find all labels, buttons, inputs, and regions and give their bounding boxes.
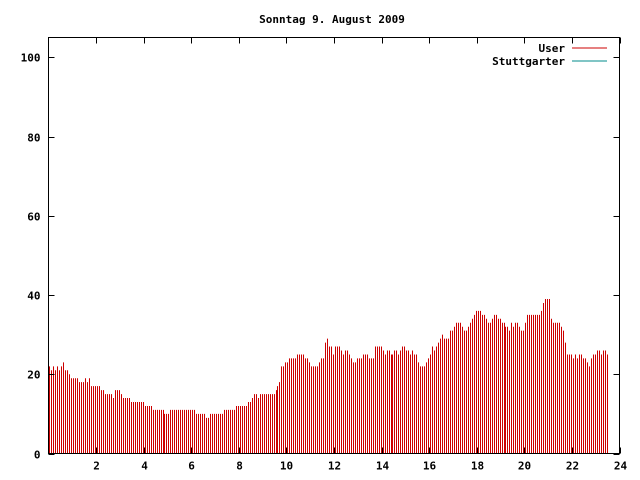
x-tick-label: 2 (93, 460, 100, 473)
x-tick-label: 10 (280, 460, 293, 473)
y-tick-label: 60 (27, 211, 40, 224)
x-tick-label: 20 (518, 460, 531, 473)
x-tick-label: 22 (566, 460, 579, 473)
x-tick-label: 12 (328, 460, 341, 473)
y-tick-label: 20 (27, 369, 40, 382)
chart-title: Sonntag 9. August 2009 (259, 13, 405, 26)
x-tick-label: 18 (471, 460, 484, 473)
y-tick-label: 0 (34, 449, 41, 462)
x-tick-label: 16 (423, 460, 437, 473)
x-tick-label: 24 (614, 460, 628, 473)
legend-label-user: User (539, 42, 566, 55)
y-tick-label: 80 (27, 132, 40, 145)
legend-label-stuttgarter: Stuttgarter (492, 55, 565, 68)
x-tick-label: 14 (376, 460, 390, 473)
y-tick-label: 40 (27, 290, 40, 303)
bars-layer (49, 298, 608, 454)
x-tick-label: 8 (236, 460, 243, 473)
legend: User Stuttgarter (492, 42, 607, 68)
y-tick-label: 100 (21, 52, 41, 65)
x-tick-label: 4 (141, 460, 148, 473)
x-tick-label: 6 (188, 460, 195, 473)
plot-frame (48, 37, 620, 454)
